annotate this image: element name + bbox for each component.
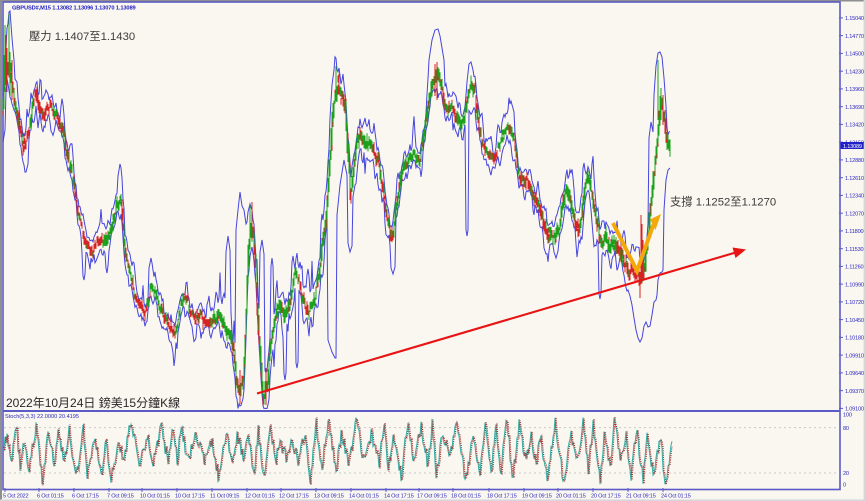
svg-text:1.11260: 1.11260 xyxy=(845,265,863,271)
svg-text:19 Oct 09:15: 19 Oct 09:15 xyxy=(522,494,552,500)
svg-text:0: 0 xyxy=(843,483,846,489)
svg-text:1.13420: 1.13420 xyxy=(845,123,864,129)
svg-text:1.13089: 1.13089 xyxy=(843,144,862,150)
svg-text:18 Oct 17:15: 18 Oct 17:15 xyxy=(487,494,517,500)
svg-text:GBPUSD#,M15 1.13082 1.13096 1: GBPUSD#,M15 1.13082 1.13096 1.13070 1.13… xyxy=(12,6,136,12)
svg-text:1.10180: 1.10180 xyxy=(845,336,864,342)
svg-text:1.10450: 1.10450 xyxy=(845,318,864,324)
svg-text:11 Oct 09:15: 11 Oct 09:15 xyxy=(210,494,239,500)
svg-text:Stoch(5,3,3) 22.0000 20.4195: Stoch(5,3,3) 22.0000 20.4195 xyxy=(5,414,79,420)
svg-text:20 Oct 17:15: 20 Oct 17:15 xyxy=(591,494,621,500)
svg-text:21 Oct 09:15: 21 Oct 09:15 xyxy=(626,494,656,500)
svg-text:14 Oct 01:15: 14 Oct 01:15 xyxy=(349,494,379,500)
svg-text:6 Oct 17:15: 6 Oct 17:15 xyxy=(72,494,99,500)
svg-text:5 Oct 2022: 5 Oct 2022 xyxy=(3,494,28,500)
svg-text:1.10990: 1.10990 xyxy=(845,282,864,288)
svg-text:1.15040: 1.15040 xyxy=(845,16,864,22)
svg-text:1.13690: 1.13690 xyxy=(845,105,864,111)
svg-text:1.14500: 1.14500 xyxy=(845,52,864,58)
svg-text:支撐 1.1252至1.1270: 支撐 1.1252至1.1270 xyxy=(670,195,776,209)
svg-text:18 Oct 01:15: 18 Oct 01:15 xyxy=(451,494,481,500)
svg-text:80: 80 xyxy=(843,426,849,432)
svg-text:1.09100: 1.09100 xyxy=(845,407,864,413)
svg-text:10 Oct 17:15: 10 Oct 17:15 xyxy=(175,494,205,500)
svg-text:1.09370: 1.09370 xyxy=(845,389,864,395)
svg-text:1.12340: 1.12340 xyxy=(845,194,864,200)
svg-text:14 Oct 17:15: 14 Oct 17:15 xyxy=(384,494,414,500)
svg-text:20: 20 xyxy=(843,471,849,477)
svg-text:7 Oct 09:15: 7 Oct 09:15 xyxy=(107,494,134,500)
svg-text:6 Oct 01:15: 6 Oct 01:15 xyxy=(37,494,64,500)
svg-text:100: 100 xyxy=(843,413,852,419)
svg-text:1.12070: 1.12070 xyxy=(845,212,864,218)
svg-text:13 Oct 09:15: 13 Oct 09:15 xyxy=(314,494,344,500)
svg-text:1.11530: 1.11530 xyxy=(845,247,863,253)
svg-text:17 Oct 09:15: 17 Oct 09:15 xyxy=(417,494,447,500)
svg-text:1.14770: 1.14770 xyxy=(845,34,864,40)
svg-text:1.13960: 1.13960 xyxy=(845,87,864,93)
svg-text:24 Oct 01:15: 24 Oct 01:15 xyxy=(661,494,691,500)
svg-text:1.11800: 1.11800 xyxy=(845,229,863,235)
svg-text:壓力 1.1407至1.1430: 壓力 1.1407至1.1430 xyxy=(29,30,135,43)
svg-text:20 Oct 01:15: 20 Oct 01:15 xyxy=(556,494,586,500)
svg-text:2022年10月24日 鎊美15分鐘K線: 2022年10月24日 鎊美15分鐘K線 xyxy=(6,395,180,410)
svg-text:1.09910: 1.09910 xyxy=(845,353,864,359)
svg-text:12 Oct 01:15: 12 Oct 01:15 xyxy=(245,494,275,500)
svg-text:12 Oct 17:15: 12 Oct 17:15 xyxy=(279,494,309,500)
svg-text:1.12610: 1.12610 xyxy=(845,176,864,182)
svg-text:1.14230: 1.14230 xyxy=(845,70,864,76)
svg-text:1.12880: 1.12880 xyxy=(845,158,864,164)
svg-text:10 Oct 01:15: 10 Oct 01:15 xyxy=(140,494,170,500)
svg-text:1.09640: 1.09640 xyxy=(845,371,864,377)
svg-text:1.10720: 1.10720 xyxy=(845,300,864,306)
